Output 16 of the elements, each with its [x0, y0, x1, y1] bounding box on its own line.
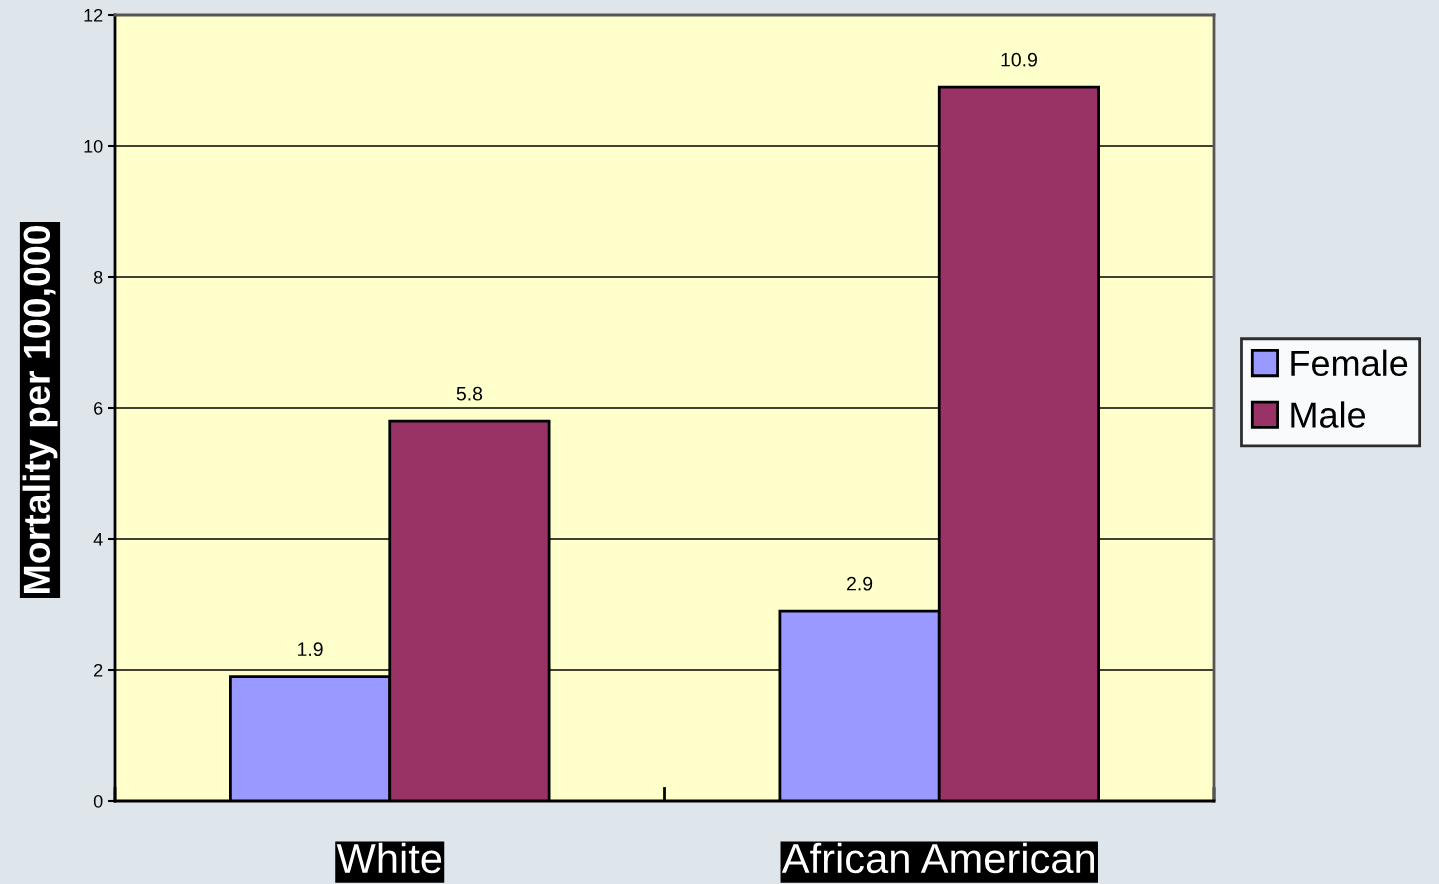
y-tick-label: 10 — [84, 139, 103, 153]
y-tick-label: 4 — [93, 533, 103, 546]
data-label: 10.9 — [1001, 52, 1037, 67]
data-label: 2.9 — [847, 576, 873, 591]
y-tick-label: 6 — [94, 401, 103, 415]
legend-label: Male — [1291, 401, 1366, 428]
y-tick-label: 0 — [93, 794, 103, 808]
y-tick-label: 8 — [93, 270, 103, 284]
y-tick-label: 12 — [84, 8, 103, 22]
legend-label: Female — [1291, 349, 1408, 377]
y-tick-label: 2 — [94, 663, 103, 677]
data-label: 1.9 — [298, 642, 323, 657]
x-tick-label: White — [336, 842, 442, 874]
y-axis-title: Mortality per 100,000 — [22, 226, 58, 593]
x-tick-label: African American — [781, 842, 1095, 874]
data-label: 5.8 — [456, 386, 483, 401]
